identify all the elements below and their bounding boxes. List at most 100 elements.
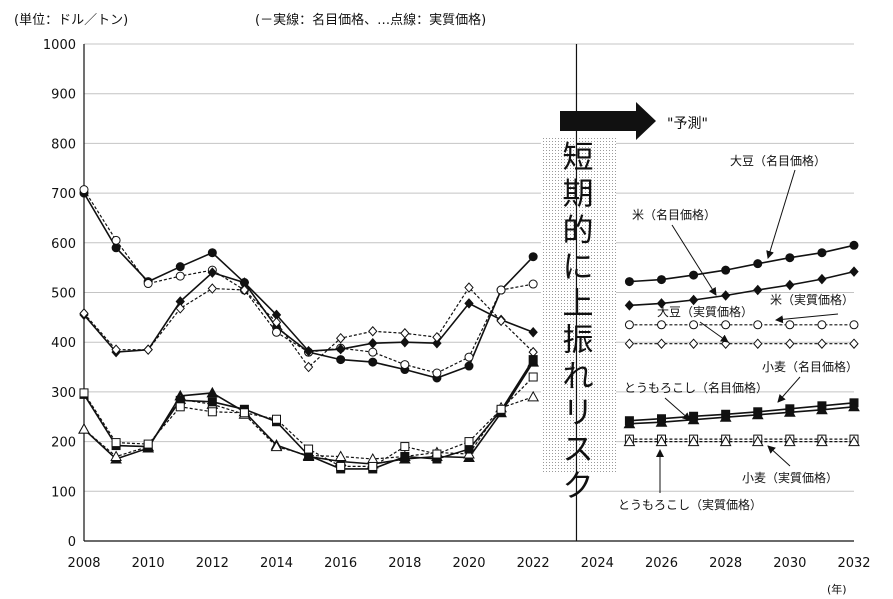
data-point — [816, 403, 828, 415]
data-point — [624, 300, 635, 311]
data-point — [175, 271, 185, 281]
data-point — [496, 404, 506, 414]
series-line — [79, 372, 538, 471]
data-point — [783, 406, 796, 417]
data-point — [78, 423, 90, 434]
y-tick-label: 400 — [51, 336, 76, 351]
x-tick-label: 2022 — [517, 556, 550, 571]
series-line — [624, 266, 859, 311]
data-point — [528, 355, 538, 365]
data-point — [432, 337, 442, 349]
data-point — [207, 283, 218, 294]
series-layer — [78, 185, 860, 474]
data-point — [335, 332, 346, 344]
data-point — [464, 298, 474, 309]
x-tick-label: 2028 — [709, 556, 742, 571]
upside-risk-label: 短期的に上振れリスク — [563, 140, 594, 505]
data-point — [849, 240, 859, 250]
callout-wheat-nominal: 小麦（名目価格） — [762, 359, 858, 374]
data-point — [721, 320, 731, 330]
data-point — [239, 408, 249, 418]
data-point — [624, 320, 634, 330]
data-point — [719, 435, 732, 447]
callout-rice-real: 米（実質価格） — [770, 292, 854, 307]
series-path — [629, 402, 855, 422]
data-point — [527, 390, 540, 402]
data-point — [528, 279, 538, 289]
data-point — [849, 266, 859, 277]
data-point — [753, 338, 763, 349]
series-path — [629, 244, 855, 283]
data-point — [528, 252, 538, 262]
data-point — [656, 338, 667, 349]
x-tick-label: 2014 — [260, 556, 293, 571]
data-point — [303, 345, 314, 357]
risk-band — [541, 138, 616, 474]
series-path — [629, 406, 855, 425]
data-point — [143, 439, 153, 449]
data-point — [79, 388, 89, 398]
data-point — [848, 435, 860, 447]
data-point — [79, 308, 89, 319]
data-point — [817, 273, 827, 285]
y-tick-label: 500 — [51, 287, 76, 302]
data-point — [464, 437, 474, 447]
unit-label: (単位：ドル／トン) — [14, 12, 128, 28]
data-point — [272, 327, 281, 337]
data-point — [624, 277, 634, 287]
series-line — [624, 240, 859, 287]
data-point — [110, 450, 122, 462]
data-point — [655, 435, 668, 447]
data-point — [368, 461, 378, 471]
x-tick-label: 2032 — [837, 556, 870, 571]
data-point — [336, 461, 346, 471]
callout-arrow — [671, 224, 717, 296]
forecast-label: "予測" — [667, 116, 708, 132]
data-point — [689, 320, 699, 330]
data-point — [336, 355, 346, 365]
callout-arrow — [699, 321, 729, 343]
data-point — [400, 442, 410, 452]
callout-soybean-real: 大豆（実質価格） — [657, 304, 753, 319]
data-point — [464, 282, 474, 293]
data-point — [656, 298, 667, 309]
series-path — [629, 270, 855, 307]
data-point — [239, 284, 250, 296]
data-point — [143, 279, 153, 289]
x-tick-label: 2020 — [452, 556, 485, 571]
y-tick-label: 800 — [51, 137, 76, 152]
data-point — [849, 320, 859, 330]
data-point — [464, 444, 474, 454]
data-point — [817, 320, 827, 330]
data-point — [817, 338, 827, 349]
x-tick-label: 2026 — [645, 556, 678, 571]
data-point — [785, 338, 795, 349]
forecast-arrow-icon — [560, 102, 656, 140]
callout-arrow — [664, 397, 691, 421]
data-point — [368, 337, 378, 349]
data-point — [753, 259, 763, 269]
data-point — [272, 414, 281, 424]
line-style-note: (－実線：名目価格、…点線：実質価格) — [255, 12, 486, 28]
callout-corn-nominal: とうもろこし（名目価格） — [624, 380, 768, 395]
data-point — [400, 336, 410, 348]
data-point — [111, 438, 121, 448]
series-line — [623, 400, 860, 429]
series-line — [79, 282, 538, 373]
data-point — [175, 262, 185, 272]
data-point — [303, 361, 314, 373]
data-point — [335, 343, 346, 355]
data-point — [464, 352, 474, 362]
data-point — [207, 407, 217, 417]
x-tick-label: 2030 — [773, 556, 806, 571]
data-point — [207, 397, 217, 407]
x-tick-label: 2010 — [132, 556, 165, 571]
callout-wheat-real: 小麦（実質価格） — [742, 470, 838, 485]
data-point — [175, 303, 185, 314]
series-line — [79, 267, 538, 358]
data-point — [175, 402, 185, 412]
x-axis-ticks: 2008 2010 2012 2014 2016 2018 2020 2022 2024 2026… — [67, 556, 870, 571]
x-tick-label: 2018 — [388, 556, 421, 571]
data-point — [785, 253, 795, 263]
